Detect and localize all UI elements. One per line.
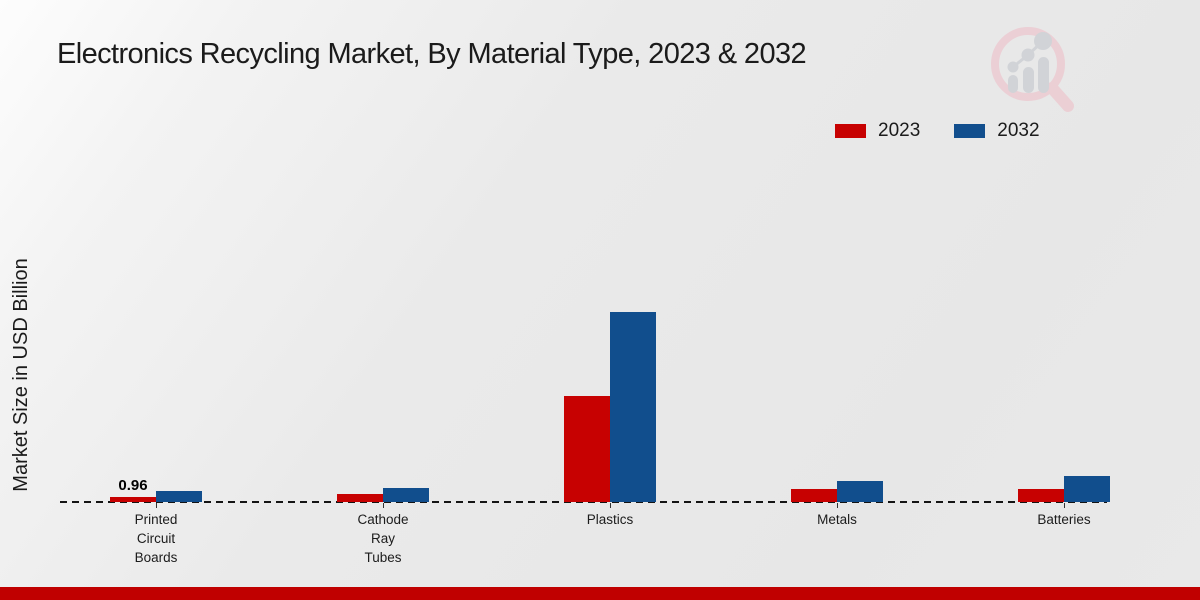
bar-value-label: 0.96 xyxy=(118,476,148,494)
bar-2023-plastics xyxy=(564,396,610,502)
legend-label-2023: 2023 xyxy=(878,120,921,141)
category-label-cathode-ray-tubes: Cathode Ray Tubes xyxy=(357,512,409,565)
bar-2023-batteries xyxy=(1018,489,1064,502)
bar-2032-metals xyxy=(837,481,883,502)
legend-item-2023: 2023 xyxy=(835,120,920,142)
x-axis-tick xyxy=(610,503,611,508)
footer-accent-bar xyxy=(0,587,1200,600)
category-label-batteries: Batteries xyxy=(1037,512,1091,527)
legend-label-2032: 2032 xyxy=(997,120,1040,141)
bar-2032-cathode-ray-tubes xyxy=(383,488,429,502)
bar-2032-batteries xyxy=(1064,476,1110,502)
bar-2023-printed-circuit-boards xyxy=(110,497,156,502)
x-axis-baseline xyxy=(60,501,1107,503)
x-axis-tick xyxy=(383,503,384,508)
legend-item-2032: 2032 xyxy=(954,120,1040,142)
bar-2032-printed-circuit-boards xyxy=(156,491,202,502)
bar-2023-metals xyxy=(791,489,837,502)
x-axis-tick xyxy=(156,503,157,508)
category-label-printed-circuit-boards: Printed Circuit Boards xyxy=(134,512,178,565)
bar-2023-cathode-ray-tubes xyxy=(337,494,383,502)
legend-swatch-2023 xyxy=(835,124,866,138)
chart-title: Electronics Recycling Market, By Materia… xyxy=(57,38,807,70)
x-axis-tick xyxy=(1064,503,1065,508)
bar-2032-plastics xyxy=(610,312,656,502)
brand-logo-watermark xyxy=(991,27,1074,112)
x-axis-tick xyxy=(837,503,838,508)
category-label-plastics: Plastics xyxy=(586,512,634,527)
legend-swatch-2032 xyxy=(954,124,986,138)
legend: 2023 2032 xyxy=(835,120,1040,142)
category-label-metals: Metals xyxy=(817,512,857,527)
